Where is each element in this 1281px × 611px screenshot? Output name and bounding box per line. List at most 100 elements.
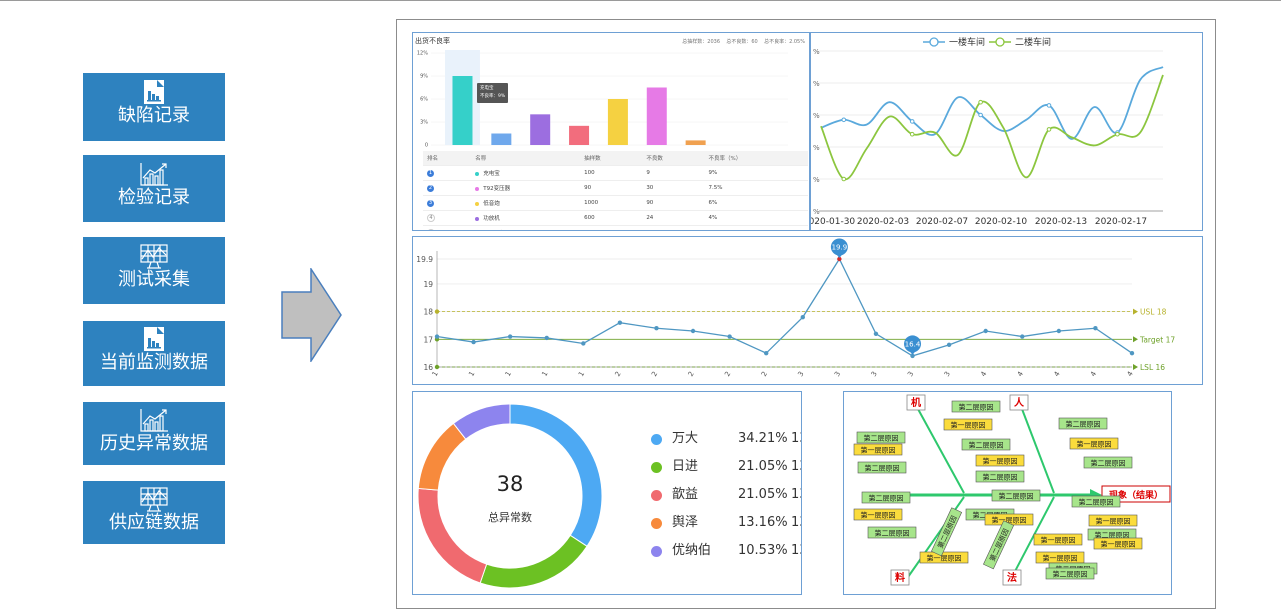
cause-label: 第一层原因 xyxy=(1041,536,1076,545)
table-cell-sample: 600 xyxy=(580,210,643,226)
bar[interactable] xyxy=(569,125,590,145)
nav-button-4[interactable]: 当前监测数据 xyxy=(83,321,225,386)
first-cause-box xyxy=(1093,537,1143,550)
donut-slice[interactable] xyxy=(417,422,467,491)
donut-slice[interactable] xyxy=(479,534,588,589)
defect-bar-chart: 12%9%6%3%0充电宝电子秤功放机蓝牙耳机低音炮T92变压器野外电池 xyxy=(417,50,788,148)
legend-dot xyxy=(651,490,662,501)
ctrl-point xyxy=(654,326,659,331)
table-cell-rate: 6% xyxy=(704,195,808,211)
ctrl-x-tick: 4 xyxy=(1126,370,1135,378)
monitor-chart-icon xyxy=(83,481,225,513)
marker-max-label: 19.9 xyxy=(832,244,848,252)
table-cell-name: 低音炮 xyxy=(471,195,581,211)
rank-badge: 3 xyxy=(427,199,434,207)
ctrl-point xyxy=(434,334,440,339)
abnormal-donut-chart xyxy=(417,403,603,589)
bar-y-tick: 12% xyxy=(417,51,428,57)
category-label: 料 xyxy=(895,571,905,584)
second-cause-box xyxy=(856,431,906,444)
ctrl-x-tick: 1 xyxy=(431,370,440,378)
table-cell-sample: 1000 xyxy=(580,195,643,211)
ctrl-x-tick: 2 xyxy=(723,370,732,378)
usl-label: USL 18 xyxy=(1140,308,1167,317)
second-cause-box xyxy=(867,526,917,539)
bar[interactable] xyxy=(685,140,706,145)
series-point xyxy=(909,119,915,124)
product-name: T92变压器 xyxy=(483,186,511,192)
bar-tooltip: 充电宝 不良率：9% xyxy=(477,83,509,103)
nav-button-2[interactable]: 检验记录 xyxy=(83,155,225,222)
line-y-tick: % xyxy=(813,112,820,120)
line-x-tick: 2020-02-13 xyxy=(1035,217,1087,227)
second-cause-box xyxy=(961,438,1011,451)
lsl-dot xyxy=(434,364,440,370)
ctrl-x-tick: 3 xyxy=(796,370,805,378)
trend-chart-icon xyxy=(83,402,225,434)
bar[interactable] xyxy=(607,99,628,145)
ctrl-point xyxy=(507,334,513,339)
legend-pct: 13.16% xyxy=(738,515,788,530)
color-dot xyxy=(475,201,480,206)
stat-sample: 总抽样数：2036 xyxy=(682,39,721,45)
line-y-tick: % xyxy=(813,80,820,88)
rotated-cause: 第二层原因 xyxy=(931,507,963,557)
ctrl-y-tick: 16 xyxy=(423,363,433,372)
legend-count: 13 xyxy=(791,431,801,446)
first-cause-box xyxy=(853,508,903,521)
table-cell-defect: 2 xyxy=(642,225,705,230)
nav-button-5[interactable]: 历史异常数据 xyxy=(83,402,225,465)
legend-pct: 10.53% xyxy=(738,543,788,558)
ctrl-x-tick: 2 xyxy=(650,370,659,378)
target-arrow-icon xyxy=(1133,336,1138,343)
ctrl-x-tick: 1 xyxy=(577,370,586,378)
bar[interactable] xyxy=(646,87,667,146)
donut-center-label: 总异常数 xyxy=(488,511,532,524)
fishbone-panel: 现象（结果）机人料法第二层原因 第一层原因 第二层原因 第一层原因 第二层原因 第一层原因… xyxy=(843,391,1172,595)
second-cause-box xyxy=(1071,495,1121,508)
ctrl-y-tick: 19 xyxy=(423,280,433,289)
bar[interactable] xyxy=(530,114,551,145)
series-line-1 xyxy=(820,66,1164,140)
category-box xyxy=(906,394,926,411)
donut-slice[interactable] xyxy=(452,403,511,440)
rank-badge: 5 xyxy=(427,229,435,230)
tooltip-rate: 不良率：9% xyxy=(480,94,506,99)
cause-label: 第一层原因 xyxy=(927,554,962,563)
cause-label: 第二层原因 xyxy=(875,529,910,538)
product-name: 低音炮 xyxy=(483,201,500,207)
legend-name: 万大 xyxy=(672,431,699,446)
ctrl-point xyxy=(983,328,988,334)
fishbone-diagram: 现象（结果）机 人料 法第二层原因第一层原因第二层原因第一层原因第二层原因第一层原因… xyxy=(853,394,1171,586)
bar[interactable] xyxy=(452,76,473,145)
marker-min-pin xyxy=(904,335,922,353)
nav-button-3[interactable]: 测试采集 xyxy=(83,237,225,304)
legend-dot xyxy=(651,434,662,445)
table-row[interactable]: 1 充电宝 100 9 9% xyxy=(423,165,808,181)
ctrl-x-tick: 4 xyxy=(979,370,988,378)
rank-badge: 1 xyxy=(427,169,434,177)
nav-button-1[interactable]: 缺陷记录 xyxy=(83,73,225,141)
second-cause-box xyxy=(1083,456,1133,469)
ctrl-point xyxy=(837,256,842,262)
ctrl-line xyxy=(436,257,1133,357)
donut-slice[interactable] xyxy=(417,487,488,584)
first-cause-box xyxy=(975,454,1025,467)
table-row[interactable]: 5 蓝牙耳机6023.5% xyxy=(423,225,808,230)
ctrl-point xyxy=(910,353,915,359)
table-cell-rate: 3.5% xyxy=(704,225,808,230)
category-label: 机 xyxy=(911,396,921,409)
table-row[interactable]: 4 功放机 600 24 4% xyxy=(423,210,808,226)
bar[interactable] xyxy=(491,133,512,146)
control-chart-panel: 19.9 19 18 17 16 USL 18 Target 17 LSL 16 1 1 1 1 1 2 2… xyxy=(412,236,1203,385)
bar-chart-icon xyxy=(83,73,225,106)
cause-label: 第一层原因 xyxy=(861,511,896,520)
first-cause-box xyxy=(1069,437,1119,450)
nav-button-label: 当前监测数据 xyxy=(100,352,208,373)
bar-y-tick: 9% xyxy=(420,74,428,80)
table-row[interactable]: 3 低音炮 1000 90 6% xyxy=(423,195,808,211)
table-row[interactable]: 2 T92变压器 90 30 7.5% xyxy=(423,180,808,196)
legend-marker xyxy=(929,37,939,47)
ctrl-x-tick: 4 xyxy=(1089,370,1098,378)
nav-button-6[interactable]: 供应链数据 xyxy=(83,481,225,544)
